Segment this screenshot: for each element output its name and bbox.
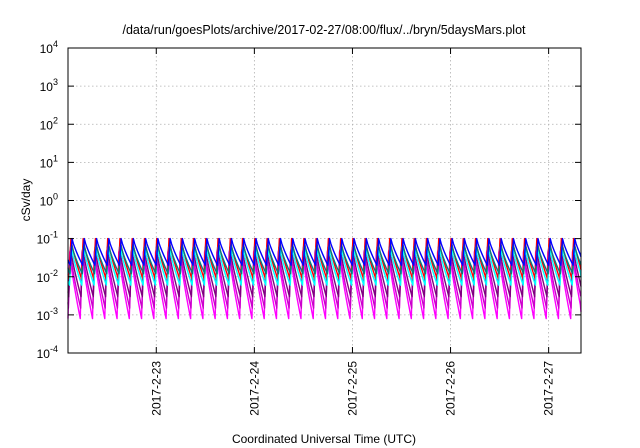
y-tick-label: 104	[40, 39, 58, 56]
x-tick-label: 2017-2-25	[345, 361, 359, 416]
x-tick-label: 2017-2-23	[149, 361, 163, 416]
series-group	[67, 237, 582, 320]
series-line	[67, 237, 582, 266]
series-line	[67, 249, 582, 309]
x-axis: 2017-2-23 2017-2-24 2017-2-25 2017-2-26 2017…	[149, 48, 556, 416]
y-axis-label: cSv/day	[19, 179, 33, 222]
x-axis-label: Coordinated Universal Time (UTC)	[232, 432, 416, 446]
series-line	[67, 251, 582, 320]
y-tick-label: 101	[40, 153, 58, 170]
x-tick-label: 2017-2-27	[542, 361, 556, 416]
series-line	[67, 237, 582, 280]
series-line	[67, 246, 582, 298]
y-tick-label: 10-1	[37, 230, 58, 247]
y-tick-label: 10-2	[37, 268, 58, 285]
y-tick-label: 10-4	[37, 344, 58, 361]
chart-title: /data/run/goesPlots/archive/2017-02-27/0…	[122, 23, 526, 37]
x-tick-label: 2017-2-24	[247, 361, 261, 416]
y-tick-label: 100	[40, 192, 58, 209]
grid	[68, 48, 581, 353]
series-line	[67, 243, 582, 275]
y-axis: 10-4 10-3 10-2 10-1 100 101 102 103 104	[37, 39, 581, 361]
y-tick-label: 10-3	[37, 306, 58, 323]
series-line	[67, 246, 582, 286]
x-tick-label: 2017-2-26	[444, 361, 458, 416]
y-tick-label: 102	[40, 115, 58, 132]
y-tick-label: 103	[40, 77, 58, 94]
